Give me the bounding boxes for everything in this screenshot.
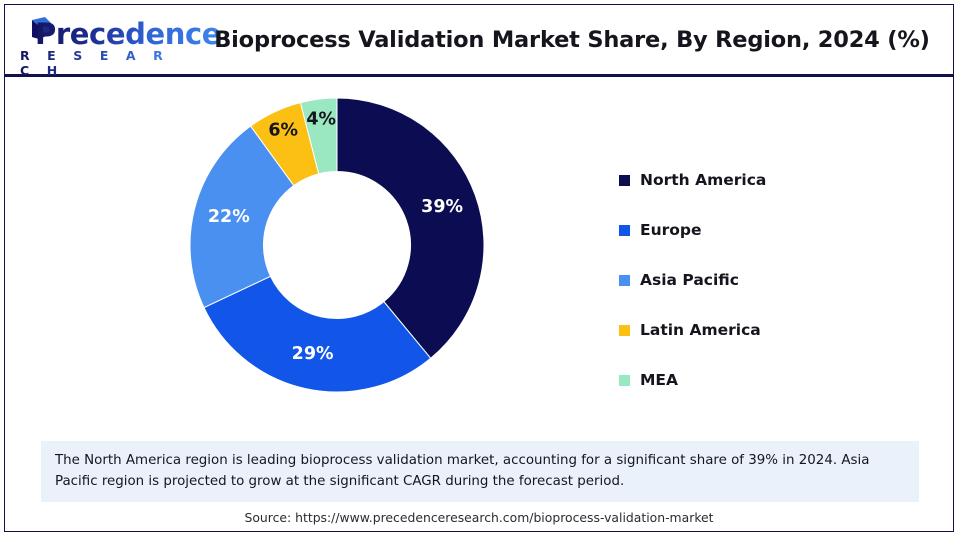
legend-label: Europe — [640, 221, 702, 239]
legend-item-north-america[interactable]: North America — [619, 155, 869, 205]
insight-callout: The North America region is leading biop… — [41, 441, 919, 502]
legend-swatch-icon — [619, 224, 630, 236]
page-title: Bioprocess Validation Market Share, By R… — [214, 27, 930, 53]
slice-mea[interactable] — [299, 97, 338, 175]
legend-item-latin-america[interactable]: Latin America — [619, 305, 869, 355]
legend-swatch-icon — [619, 174, 630, 186]
legend-swatch-icon — [619, 324, 630, 336]
legend-item-asia-pacific[interactable]: Asia Pacific — [619, 255, 869, 305]
slice-label-north-america: 39% — [421, 197, 463, 217]
logo-wordmark: Precedence — [35, 17, 222, 51]
insight-text: The North America region is leading biop… — [55, 453, 870, 489]
legend-label: Asia Pacific — [640, 271, 739, 289]
donut-chart: 39% 29% 22% 6% 4% — [189, 97, 485, 393]
slice-north-america[interactable] — [336, 97, 485, 359]
legend-swatch-icon — [619, 274, 630, 286]
slice-label-asia-pacific: 22% — [208, 207, 250, 227]
chart-plot-area: 39% 29% 22% 6% 4% North America Europe A… — [5, 77, 953, 432]
precedence-research-logo: Precedence R E S E A R C H — [17, 15, 221, 78]
precedence-p-mark-icon — [32, 17, 51, 39]
legend-label: North America — [640, 171, 767, 189]
donut-value-labels: 39% 29% 22% 6% 4% — [208, 110, 463, 364]
chart-frame: Precedence R E S E A R C H Bioprocess Va… — [4, 4, 954, 532]
slice-europe[interactable] — [203, 275, 432, 393]
donut-slices — [189, 97, 485, 393]
slice-label-europe: 29% — [292, 344, 334, 364]
chart-legend: North America Europe Asia Pacific Latin … — [619, 155, 869, 405]
legend-label: MEA — [640, 371, 679, 389]
source-line: Source: https://www.precedenceresearch.c… — [244, 510, 714, 525]
slice-label-mea: 4% — [306, 110, 336, 130]
logo-subtitle: R E S E A R C H — [20, 48, 177, 78]
slice-asia-pacific[interactable] — [189, 125, 295, 309]
legend-item-europe[interactable]: Europe — [619, 205, 869, 255]
legend-swatch-icon — [619, 374, 630, 386]
legend-label: Latin America — [640, 321, 761, 339]
header: Precedence R E S E A R C H Bioprocess Va… — [5, 5, 953, 78]
slice-label-latin-america: 6% — [268, 121, 298, 141]
legend-item-mea[interactable]: MEA — [619, 355, 869, 405]
